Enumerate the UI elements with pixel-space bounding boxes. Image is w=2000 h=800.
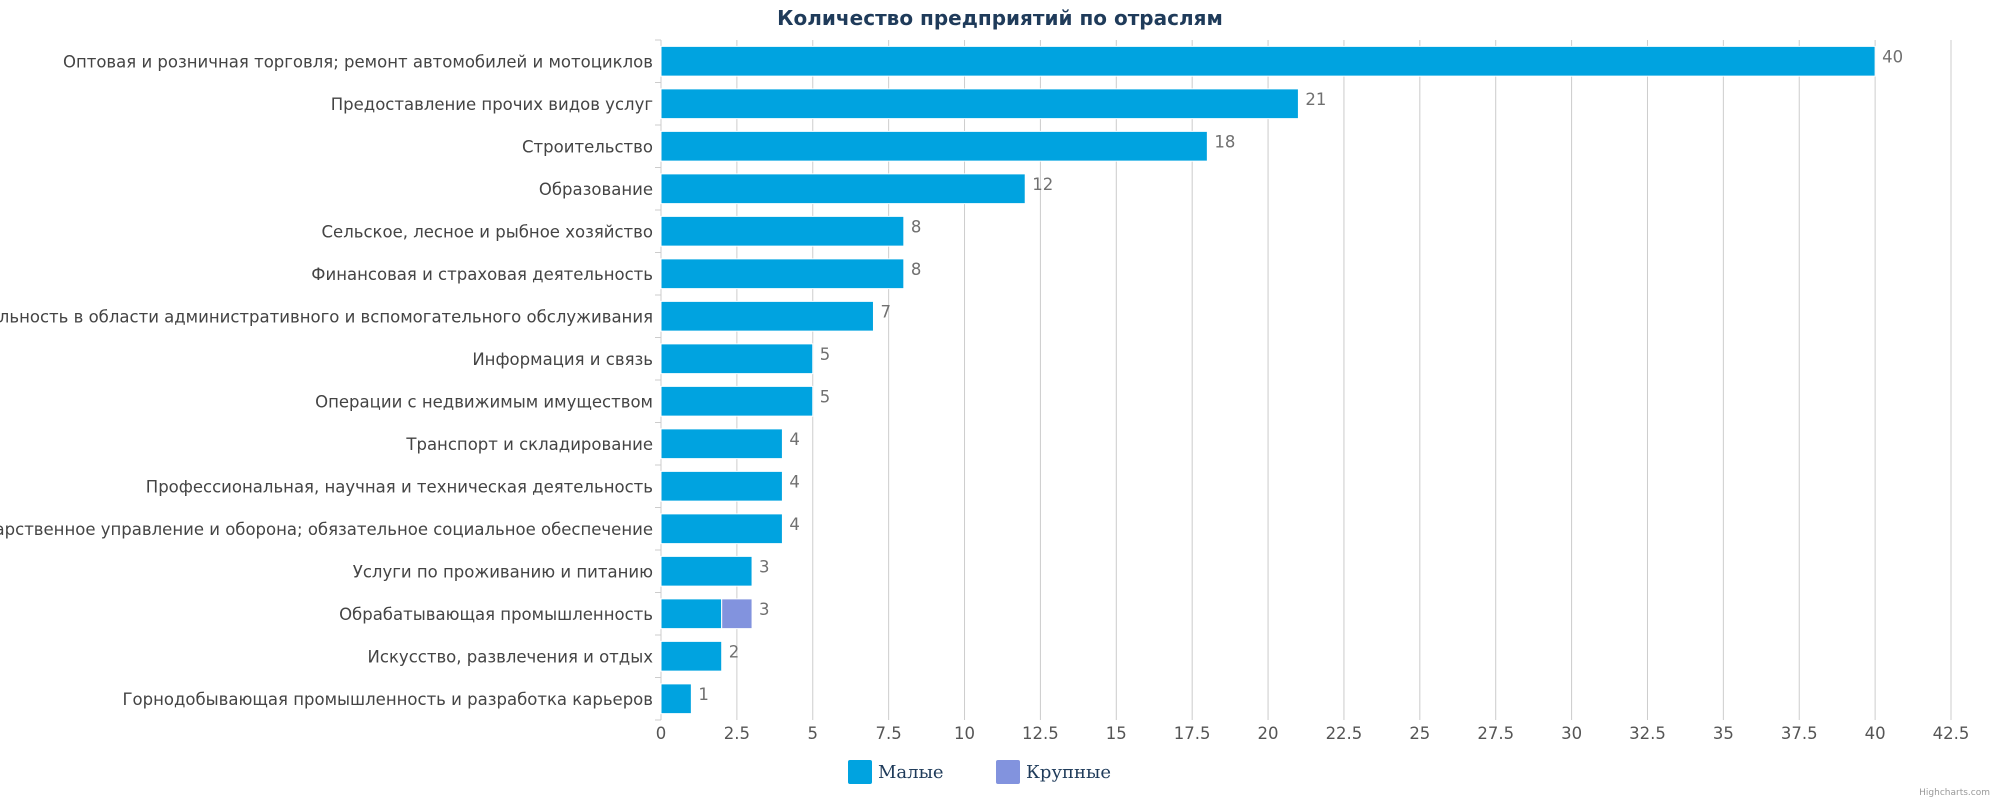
x-tick-label: 32.5 xyxy=(1629,724,1666,743)
x-tick-label: 25 xyxy=(1409,724,1430,743)
category-label: Искусство, развлечения и отдых xyxy=(368,647,654,666)
bar-small-1[interactable] xyxy=(660,88,1299,120)
category-label: Оптовая и розничная торговля; ремонт авт… xyxy=(63,52,653,71)
bar-small-2[interactable] xyxy=(660,130,1208,162)
x-tick-label: 42.5 xyxy=(1933,724,1970,743)
category-label: Горнодобывающая промышленность и разрабо… xyxy=(122,690,653,709)
bar-small-14[interactable] xyxy=(660,640,723,672)
x-tick-label: 0 xyxy=(656,724,667,743)
legend: Малые Крупные xyxy=(848,760,1111,784)
bar-small-11[interactable] xyxy=(660,513,783,545)
category-label: Государственное управление и оборона; об… xyxy=(0,520,653,539)
x-tick-label: 12.5 xyxy=(1022,724,1059,743)
bar-small-5[interactable] xyxy=(660,258,905,290)
data-label: 8 xyxy=(911,217,922,236)
category-label: Услуги по проживанию и питанию xyxy=(353,562,653,581)
x-axis-tick-labels: 0 2.5 5 7.5 10 12.5 15 17.5 20 22.5 25 27.5 30 32.5 35… xyxy=(656,724,1970,743)
x-tick-label: 35 xyxy=(1713,724,1734,743)
data-label: 18 xyxy=(1214,132,1235,151)
bar-small-12[interactable] xyxy=(660,555,753,587)
chart-title: Количество предприятий по отраслям xyxy=(777,6,1223,30)
data-label: 40 xyxy=(1882,47,1903,66)
legend-swatch-large[interactable] xyxy=(996,760,1020,784)
data-label: 12 xyxy=(1032,175,1053,194)
category-label: Финансовая и страховая деятельность xyxy=(311,265,653,284)
bars xyxy=(660,45,1876,715)
bar-small-8[interactable] xyxy=(660,385,814,417)
data-label: 5 xyxy=(820,387,831,406)
data-label: 4 xyxy=(789,472,800,491)
bar-small-4[interactable] xyxy=(660,215,905,247)
category-label: Обрабатывающая промышленность xyxy=(339,605,653,624)
data-label: 1 xyxy=(698,685,709,704)
data-label: 3 xyxy=(759,557,770,576)
category-labels: Оптовая и розничная торговля; ремонт авт… xyxy=(0,52,653,709)
x-tick-label: 27.5 xyxy=(1477,724,1514,743)
category-label: Информация и связь xyxy=(472,350,653,369)
category-label: Транспорт и складирование xyxy=(405,435,653,454)
data-label: 21 xyxy=(1305,90,1326,109)
bar-small-6[interactable] xyxy=(660,300,874,332)
x-tick-label: 20 xyxy=(1258,724,1279,743)
bar-small-0[interactable] xyxy=(660,45,1876,77)
x-tick-label: 10 xyxy=(954,724,975,743)
data-label: 4 xyxy=(789,515,800,534)
data-label: 7 xyxy=(880,302,891,321)
bar-large-13[interactable] xyxy=(721,598,753,630)
x-tick-label: 17.5 xyxy=(1174,724,1211,743)
category-label: Строительство xyxy=(522,137,653,156)
bar-small-15[interactable] xyxy=(660,683,692,715)
data-label: 3 xyxy=(759,600,770,619)
x-tick-label: 5 xyxy=(808,724,819,743)
bar-small-7[interactable] xyxy=(660,343,814,375)
data-label: 8 xyxy=(911,260,922,279)
x-tick-label: 37.5 xyxy=(1781,724,1818,743)
data-label: 4 xyxy=(789,430,800,449)
data-label: 5 xyxy=(820,345,831,364)
legend-label-small[interactable]: Малые xyxy=(878,762,944,783)
category-label: Предоставление прочих видов услуг xyxy=(331,95,653,114)
bar-small-9[interactable] xyxy=(660,428,783,460)
category-label: Образование xyxy=(539,180,653,199)
category-label: Сельское, лесное и рыбное хозяйство xyxy=(322,222,653,241)
x-tick-label: 30 xyxy=(1561,724,1582,743)
x-tick-label: 15 xyxy=(1106,724,1127,743)
legend-label-large[interactable]: Крупные xyxy=(1026,762,1111,783)
legend-swatch-small[interactable] xyxy=(848,760,872,784)
credits[interactable]: Highcharts.com xyxy=(1919,788,1990,798)
category-label: Деятельность в области административного… xyxy=(0,307,653,326)
x-tick-label: 22.5 xyxy=(1326,724,1363,743)
bar-small-10[interactable] xyxy=(660,470,783,502)
bar-small-13[interactable] xyxy=(660,598,723,630)
x-tick-label: 2.5 xyxy=(724,724,750,743)
category-label: Профессиональная, научная и техническая … xyxy=(146,477,653,496)
category-label: Операции с недвижимым имуществом xyxy=(315,392,653,411)
x-tick-label: 7.5 xyxy=(876,724,902,743)
bar-small-3[interactable] xyxy=(660,173,1026,205)
x-tick-label: 40 xyxy=(1865,724,1886,743)
data-label: 2 xyxy=(729,642,740,661)
